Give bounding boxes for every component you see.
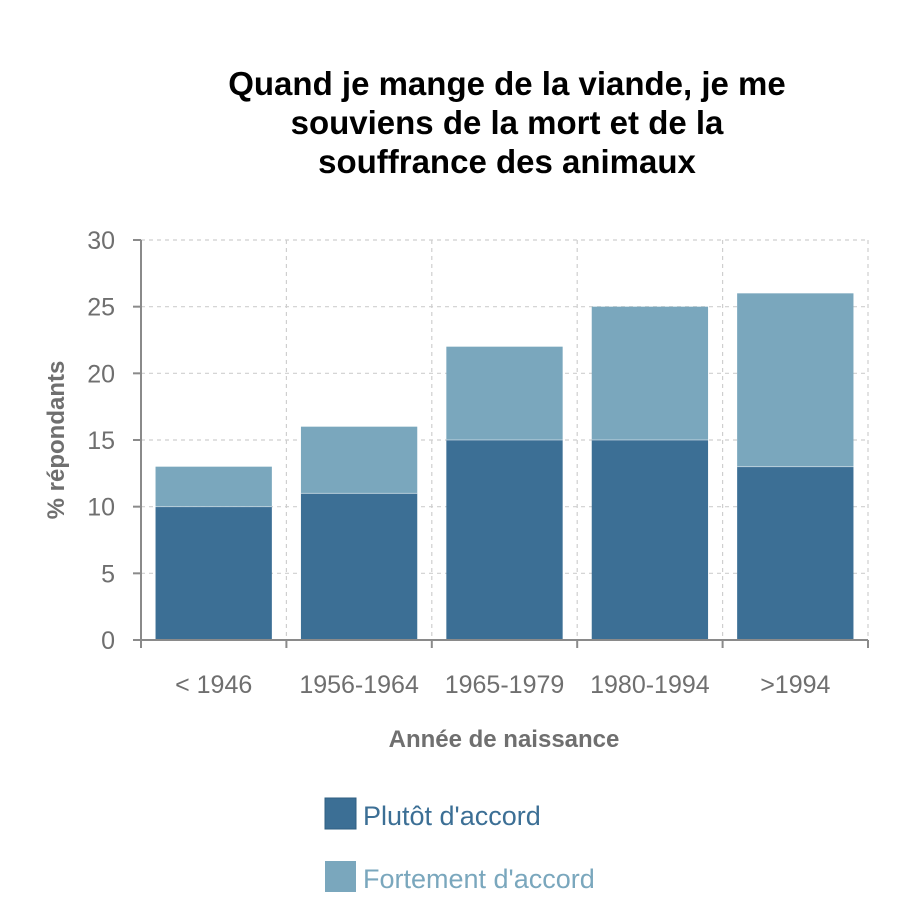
y-tick-label-3: 15 [87,427,115,455]
y-tick-label-1: 5 [101,560,115,588]
x-tick-label-3: 1980-1994 [590,671,710,699]
bar-fortement-3 [591,306,709,440]
bar-fortement-2 [446,346,563,440]
bars [155,293,854,640]
bar-plutot-4 [737,466,854,640]
bar-fortement-1 [300,426,418,494]
legend: Plutôt d'accord Fortement d'accord [324,797,595,894]
x-tick-label-2: 1965-1979 [445,671,565,699]
x-tick-label-1: 1956-1964 [299,671,419,699]
y-axis-title: % répondants [43,361,70,520]
x-tick-label-0: < 1946 [175,671,252,699]
legend-swatch-0 [324,797,357,830]
y-tick-label-2: 10 [87,494,115,522]
y-tick-label-5: 25 [87,294,115,322]
chart-title-line-2: souviens de la mort et de la [291,104,724,141]
bar-plutot-2 [446,440,563,640]
chart-title-line-3: souffrance des animaux [318,143,696,180]
axes [133,239,869,648]
legend-label-1: Fortement d'accord [363,864,595,894]
x-tick-label-4: >1994 [760,671,830,699]
y-tick-label-6: 30 [87,227,115,255]
bar-fortement-4 [737,293,854,467]
y-tick-label-0: 0 [101,627,115,655]
x-tick-labels: < 1946 1956-1964 1965-1979 1980-1994 >1994 [175,671,830,699]
chart-title-line-1: Quand je mange de la viande, je me [228,65,786,102]
bar-plutot-1 [300,493,418,640]
legend-label-0: Plutôt d'accord [363,801,541,831]
y-tick-labels: 0 5 10 15 20 25 30 [87,227,115,655]
legend-swatch-1 [325,861,356,892]
bar-fortement-0 [155,466,272,507]
chart-title: Quand je mange de la viande, je me souvi… [228,65,786,180]
bar-plutot-3 [591,440,709,640]
bar-plutot-0 [155,506,272,640]
x-axis-title: Année de naissance [389,726,620,753]
y-tick-label-4: 20 [87,360,115,388]
